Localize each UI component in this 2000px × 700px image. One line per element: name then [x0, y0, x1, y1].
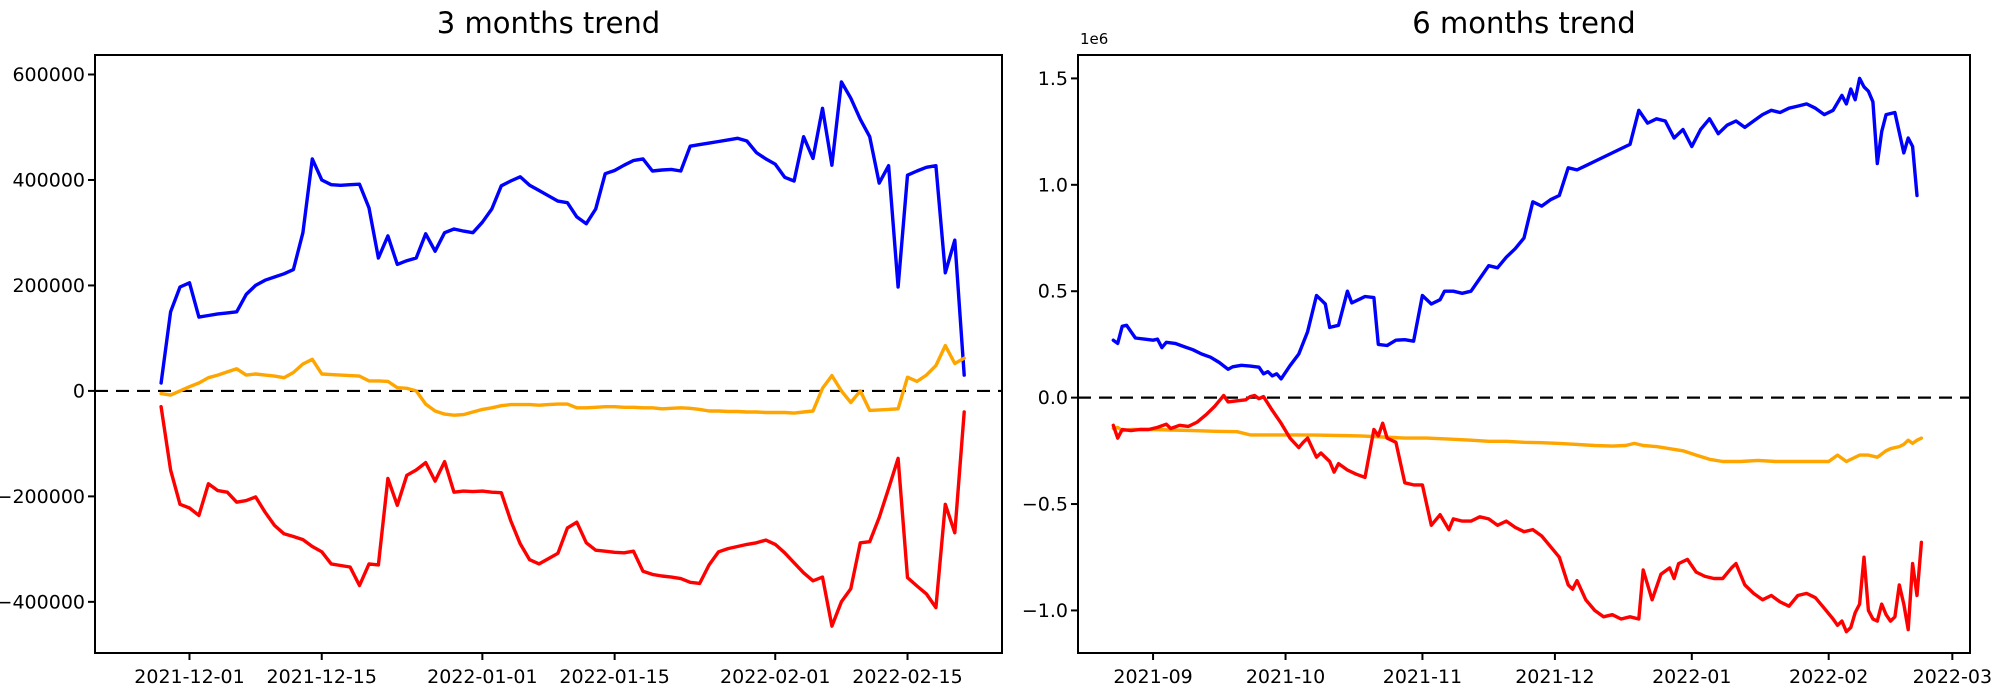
y-tick-label: 200000: [12, 275, 85, 297]
chart-title-6-months: 6 months trend: [1412, 6, 1636, 40]
chart-title-3-months: 3 months trend: [436, 6, 661, 40]
x-tick-label: 2022-01-01: [427, 666, 537, 688]
x-tick-label: 2022-02-01: [720, 666, 830, 688]
y-tick-label: −1.0: [1022, 600, 1068, 622]
y-tick-label: 400000: [12, 169, 85, 191]
series-red-line: [159, 405, 966, 628]
y-tick-label: 1.5: [1038, 68, 1068, 90]
x-tick-label: 2021-12-15: [267, 666, 377, 688]
x-tick-label: 2021-09: [1113, 666, 1192, 688]
series-orange-line: [1111, 425, 1924, 464]
x-tick-label: 2022-03: [1913, 666, 1992, 688]
y-tick-label: −0.5: [1022, 494, 1068, 516]
y-tick-label: 0: [73, 380, 85, 402]
x-tick-label: 2022-02: [1789, 666, 1868, 688]
series-blue-line: [1111, 76, 1919, 381]
y-tick-label: 1.0: [1038, 174, 1068, 196]
series-orange-line: [159, 343, 966, 417]
x-tick-label: 2021-10: [1246, 666, 1325, 688]
x-tick-label: 2022-02-15: [852, 666, 962, 688]
y-tick-label: 0.5: [1038, 281, 1068, 303]
x-tick-label: 2022-01: [1652, 666, 1731, 688]
y-tick-label: −200000: [0, 486, 85, 508]
y-tick-label: −400000: [0, 591, 85, 613]
y-tick-label: 600000: [12, 64, 85, 86]
series-red-line: [1111, 393, 1924, 634]
x-tick-label: 2022-01-15: [559, 666, 669, 688]
x-tick-label: 2021-12-01: [134, 666, 244, 688]
x-tick-label: 2021-12: [1515, 666, 1594, 688]
y-tick-label: 0.0: [1038, 387, 1068, 409]
plot-border: [1077, 54, 1971, 654]
x-tick-label: 2021-11: [1383, 666, 1462, 688]
series-blue-line: [159, 80, 966, 385]
plot-border: [94, 54, 1003, 654]
y-axis-offset-label: 1e6: [1080, 30, 1109, 48]
